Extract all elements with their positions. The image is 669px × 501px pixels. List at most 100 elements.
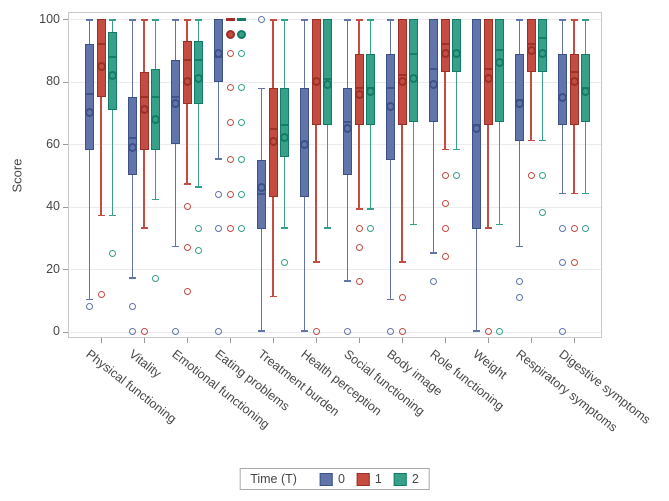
outlier-point <box>559 328 566 336</box>
outlier-point <box>238 84 245 92</box>
mean-marker <box>237 30 246 40</box>
outlier-point <box>226 50 234 58</box>
mean-marker <box>495 58 504 68</box>
whisker-cap <box>582 19 589 21</box>
whisker-upper <box>303 19 306 88</box>
y-axis-tick <box>63 331 68 333</box>
whisker-cap <box>281 227 288 229</box>
median-line <box>96 43 106 46</box>
legend-item-0: 0 <box>319 472 345 486</box>
whisker-cap <box>398 261 406 263</box>
legend-item-2: 2 <box>393 472 419 486</box>
outlier-point <box>355 225 363 233</box>
outlier-point <box>453 171 460 179</box>
x-axis-tick <box>574 338 575 343</box>
whisker-lower <box>174 144 177 248</box>
gridline <box>69 19 601 21</box>
whisker-upper <box>131 19 134 98</box>
whisker-lower <box>412 122 415 226</box>
whisker-cap <box>387 19 394 21</box>
box <box>194 41 203 104</box>
whisker-upper <box>197 19 200 42</box>
mean-marker <box>397 77 407 87</box>
y-axis-tick <box>63 81 68 83</box>
mean-marker <box>440 49 450 59</box>
mean-marker <box>452 49 461 59</box>
mean-marker <box>85 108 94 118</box>
mean-marker <box>472 124 481 134</box>
box <box>397 19 407 126</box>
box <box>429 19 438 123</box>
whisker-cap <box>410 223 417 226</box>
whisker-upper <box>561 19 564 54</box>
x-tick-label: Role functioning <box>427 347 507 414</box>
outlier-point <box>183 287 191 295</box>
outlier-point <box>183 243 191 251</box>
mean-marker <box>311 77 321 87</box>
outlier-point <box>398 293 406 301</box>
mean-marker <box>483 74 493 84</box>
y-tick-label: 80 <box>46 74 60 89</box>
median-line <box>495 49 504 52</box>
whisker-lower <box>432 122 435 254</box>
whisker-lower <box>283 156 286 229</box>
mean-marker <box>558 92 567 102</box>
y-axis-tick <box>63 269 68 271</box>
whisker-lower <box>100 97 102 217</box>
outlier-point <box>496 328 503 336</box>
median-line <box>409 52 418 55</box>
y-axis-tick <box>63 206 68 208</box>
whisker-cap <box>258 87 265 90</box>
x-axis-tick <box>445 338 446 343</box>
median-line <box>182 58 192 61</box>
collapsed-box <box>237 17 246 21</box>
y-axis-tick <box>63 144 68 146</box>
outlier-point <box>129 328 136 336</box>
mean-marker <box>366 86 375 96</box>
plot-area <box>68 12 602 338</box>
outlier-point <box>226 118 234 126</box>
box <box>151 69 160 151</box>
whisker-lower <box>217 81 220 160</box>
whisker-cap <box>129 277 136 279</box>
whisker-cap <box>367 19 374 21</box>
whisker-cap <box>473 330 480 332</box>
whisker-cap <box>441 148 449 151</box>
outlier-point <box>183 203 191 211</box>
outlier-point <box>172 328 179 336</box>
outlier-point <box>441 200 449 208</box>
x-axis-tick <box>273 338 274 343</box>
outlier-point <box>238 118 245 126</box>
whisker-cap <box>140 19 148 21</box>
outlier-point <box>238 225 245 233</box>
mean-marker <box>569 77 579 87</box>
median-line <box>268 127 278 130</box>
outlier-point <box>152 275 159 283</box>
outlier-point <box>226 84 234 92</box>
box <box>472 19 481 229</box>
whisker-cap <box>582 192 589 195</box>
whisker-lower <box>369 125 372 210</box>
outlier-point <box>441 253 449 261</box>
box <box>96 19 106 98</box>
whisker-cap <box>570 19 578 21</box>
x-tick-label: Eating problems <box>212 347 293 414</box>
whisker-upper <box>358 19 360 54</box>
outlier-point <box>516 293 523 301</box>
mean-marker <box>171 99 180 109</box>
whisker-lower <box>358 125 360 210</box>
x-tick-label: Vitality <box>126 347 164 381</box>
mean-marker <box>386 102 395 112</box>
box <box>515 53 524 142</box>
mean-marker <box>354 89 364 99</box>
mean-marker <box>139 105 149 115</box>
outlier-point <box>355 243 363 251</box>
box <box>452 19 461 73</box>
outlier-point <box>570 259 578 267</box>
legend-label: 1 <box>374 472 382 486</box>
y-axis-tick <box>63 19 68 21</box>
mean-marker <box>194 74 203 84</box>
whisker-cap <box>301 330 308 332</box>
whisker-upper <box>389 19 392 54</box>
mean-marker <box>515 99 524 109</box>
